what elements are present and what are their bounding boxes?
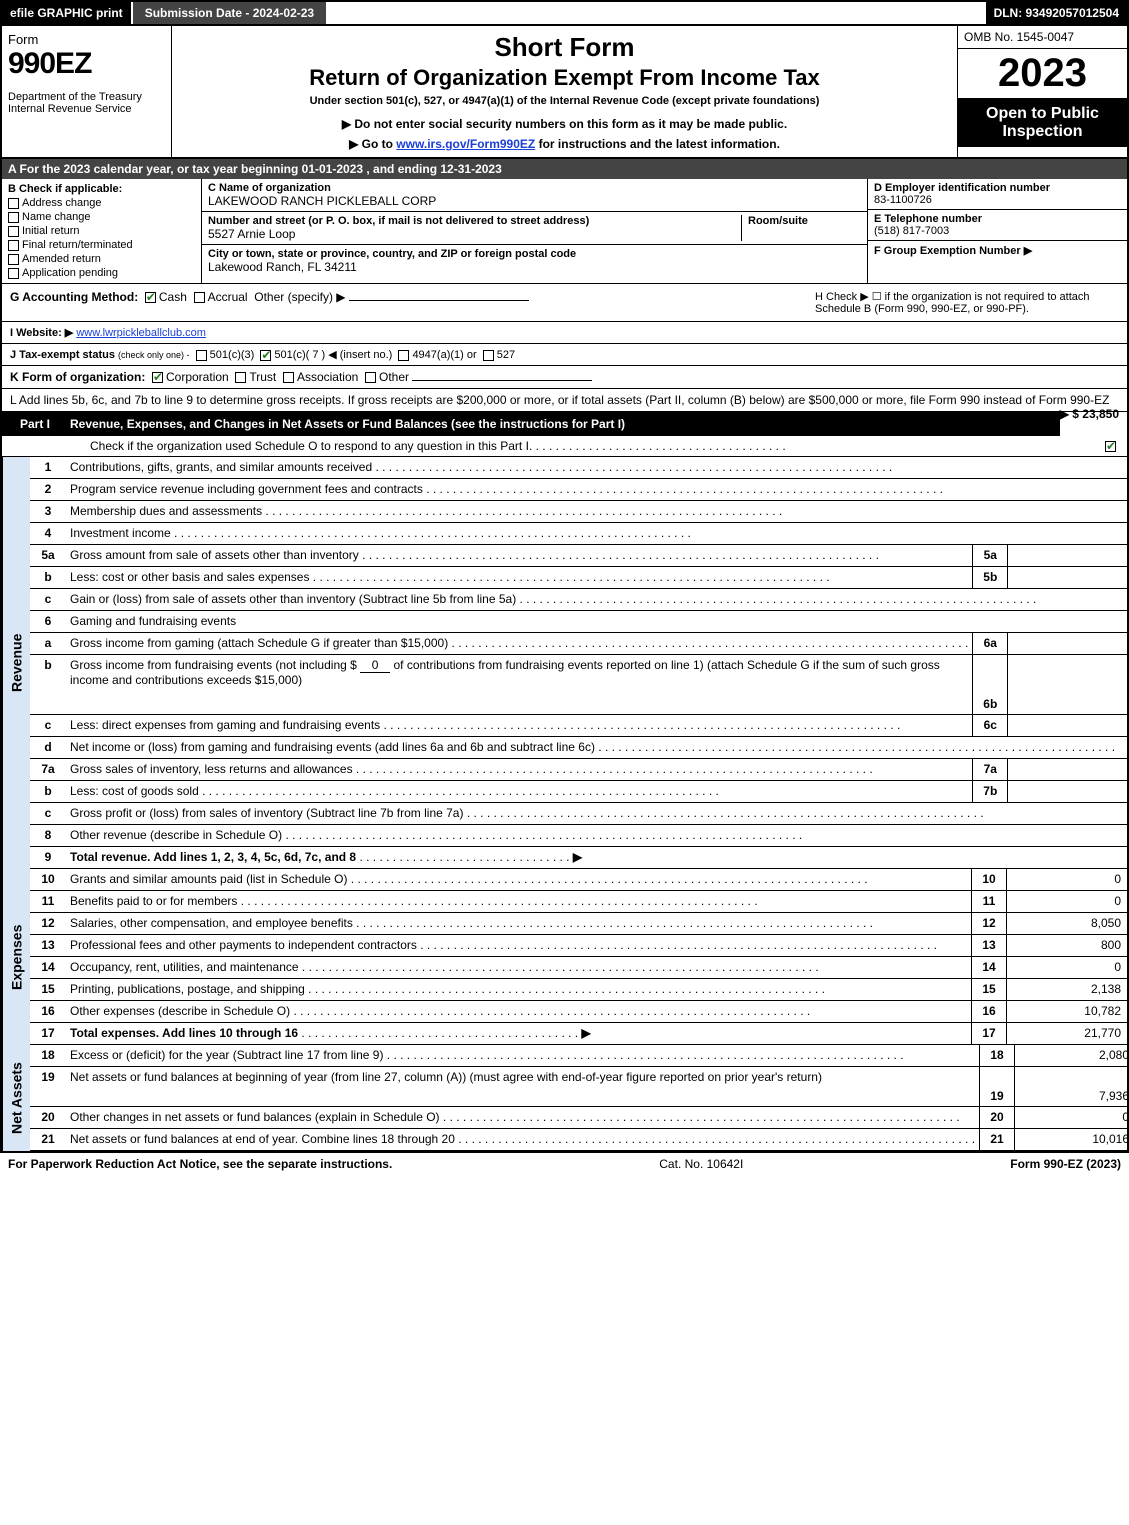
chk-initial-return[interactable]: Initial return (8, 225, 195, 237)
part1-sub: Check if the organization used Schedule … (2, 436, 1127, 457)
submission-date: Submission Date - 2024-02-23 (131, 2, 326, 24)
room-suite-label: Room/suite (748, 215, 808, 227)
department: Department of the Treasury Internal Reve… (8, 91, 165, 115)
part1-header: Part I Revenue, Expenses, and Changes in… (2, 412, 1060, 436)
c-city-label: City or town, state or province, country… (208, 248, 576, 260)
footer-catno: Cat. No. 10642I (659, 1157, 743, 1171)
org-street: 5527 Arnie Loop (208, 227, 295, 241)
footer-right: Form 990-EZ (2023) (1010, 1157, 1121, 1171)
org-name: LAKEWOOD RANCH PICKLEBALL CORP (208, 194, 436, 208)
revenue-label: Revenue (2, 457, 30, 869)
chk-final-return[interactable]: Final return/terminated (8, 239, 195, 251)
efile-print[interactable]: efile GRAPHIC print (2, 2, 131, 24)
part1-sub-text: Check if the organization used Schedule … (90, 439, 529, 453)
ssn-note: ▶ Do not enter social security numbers o… (182, 117, 947, 131)
chk-527[interactable] (483, 350, 494, 361)
c-street-label: Number and street (or P. O. box, if mail… (208, 215, 589, 227)
form-number: 990EZ (8, 47, 165, 81)
chk-accrual[interactable] (194, 292, 205, 303)
chk-trust[interactable] (235, 372, 246, 383)
l-amount: ▶ $ 23,850 (1060, 407, 1119, 421)
row-k-orgtype: K Form of organization: Corporation Trus… (2, 366, 1127, 389)
row-i-website: I Website: ▶ www.lwrpickleballclub.com (2, 322, 1127, 344)
group-exemption-label: F Group Exemption Number ▶ (874, 245, 1032, 257)
c-name-label: C Name of organization (208, 182, 331, 194)
h-schedule-b: H Check ▶ ☐ if the organization is not r… (807, 284, 1127, 321)
phone-value: (518) 817-7003 (874, 225, 949, 237)
return-title: Return of Organization Exempt From Incom… (182, 65, 947, 91)
row-l-gross: L Add lines 5b, 6c, and 7b to line 9 to … (2, 389, 1127, 412)
line-6b-desc: Gross income from fundraising events (no… (66, 655, 972, 714)
section-bcd: B Check if applicable: Address change Na… (2, 179, 1127, 284)
website-link[interactable]: www.lwrpickleballclub.com (76, 327, 206, 339)
form-page: efile GRAPHIC print Submission Date - 20… (0, 0, 1129, 1153)
j-sub: (check only one) - (118, 350, 190, 360)
dots: . . . . . . . . . . . . . . . . . . . . … (529, 439, 1105, 453)
header-right: OMB No. 1545-0047 2023 Open to Public In… (957, 26, 1127, 157)
chk-corporation[interactable] (152, 372, 163, 383)
chk-501c[interactable] (260, 350, 271, 361)
dln: DLN: 93492057012504 (986, 2, 1127, 24)
k-label: K Form of organization: (10, 370, 145, 384)
i-label: I Website: ▶ (10, 327, 73, 339)
header-left: Form 990EZ Department of the Treasury In… (2, 26, 172, 157)
chk-other-org[interactable] (365, 372, 376, 383)
form-label: Form (8, 32, 165, 47)
col-b-checkboxes: B Check if applicable: Address change Na… (2, 179, 202, 283)
g-accounting: G Accounting Method: Cash Accrual Other … (2, 284, 807, 321)
expenses-block: Expenses 10Grants and similar amounts pa… (2, 869, 1127, 1045)
col-d-ids: D Employer identification number 83-1100… (867, 179, 1127, 283)
phone-label: E Telephone number (874, 213, 982, 225)
row-a-period: A For the 2023 calendar year, or tax yea… (2, 159, 1127, 179)
goto-pre: ▶ Go to (349, 137, 396, 151)
row-gh: G Accounting Method: Cash Accrual Other … (2, 284, 1127, 322)
chk-name-change[interactable]: Name change (8, 211, 195, 223)
goto-post: for instructions and the latest informat… (535, 137, 780, 151)
topbar: efile GRAPHIC print Submission Date - 20… (2, 2, 1127, 26)
row-j-status: J Tax-exempt status (check only one) - 5… (2, 344, 1127, 366)
chk-schedule-o[interactable] (1105, 441, 1116, 452)
under-section: Under section 501(c), 527, or 4947(a)(1)… (182, 95, 947, 107)
other-specify-input[interactable] (349, 300, 529, 301)
netassets-block: Net Assets 18Excess or (deficit) for the… (2, 1045, 1127, 1151)
chk-application-pending[interactable]: Application pending (8, 267, 195, 279)
form-header: Form 990EZ Department of the Treasury In… (2, 26, 1127, 159)
goto-note: ▶ Go to www.irs.gov/Form990EZ for instru… (182, 137, 947, 151)
ein-value: 83-1100726 (874, 194, 932, 206)
header-mid: Short Form Return of Organization Exempt… (172, 26, 957, 157)
tax-year: 2023 (958, 49, 1127, 99)
chk-cash[interactable] (145, 292, 156, 303)
org-city: Lakewood Ranch, FL 34211 (208, 260, 357, 274)
other-org-input[interactable] (412, 380, 592, 381)
ein-label: D Employer identification number (874, 182, 1050, 194)
expenses-label: Expenses (2, 869, 30, 1045)
col-c-org: C Name of organization LAKEWOOD RANCH PI… (202, 179, 867, 283)
chk-amended-return[interactable]: Amended return (8, 253, 195, 265)
page-footer: For Paperwork Reduction Act Notice, see … (0, 1153, 1129, 1175)
b-header: B Check if applicable: (8, 183, 195, 195)
part1-title: Revenue, Expenses, and Changes in Net As… (70, 417, 625, 431)
irs-link[interactable]: www.irs.gov/Form990EZ (396, 137, 535, 151)
chk-501c3[interactable] (196, 350, 207, 361)
footer-left: For Paperwork Reduction Act Notice, see … (8, 1157, 392, 1171)
g-label: G Accounting Method: (10, 290, 138, 304)
netassets-label: Net Assets (2, 1045, 30, 1151)
omb-number: OMB No. 1545-0047 (958, 26, 1127, 49)
j-label: J Tax-exempt status (10, 349, 115, 361)
open-inspection: Open to Public Inspection (958, 99, 1127, 147)
chk-association[interactable] (283, 372, 294, 383)
l-text: L Add lines 5b, 6c, and 7b to line 9 to … (10, 393, 1109, 407)
chk-4947[interactable] (398, 350, 409, 361)
short-form-title: Short Form (182, 32, 947, 63)
chk-address-change[interactable]: Address change (8, 197, 195, 209)
part1-tab: Part I (10, 415, 60, 433)
revenue-block: Revenue 1Contributions, gifts, grants, a… (2, 457, 1127, 869)
